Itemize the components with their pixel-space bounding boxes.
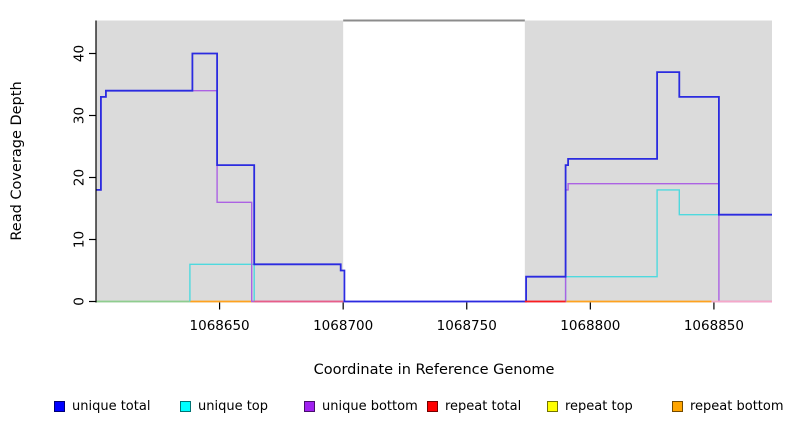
svg-text:1068800: 1068800 [560, 318, 620, 334]
legend: unique total unique top unique bottom re… [0, 399, 792, 425]
legend-label-unique-total: unique total [72, 399, 151, 414]
svg-text:10: 10 [72, 231, 88, 248]
legend-item-repeat-bottom: repeat bottom [672, 399, 784, 414]
legend-item-unique-top: unique top [180, 399, 268, 414]
svg-text:1068700: 1068700 [313, 318, 373, 334]
legend-label-repeat-bottom: repeat bottom [690, 399, 784, 414]
svg-text:1068850: 1068850 [684, 318, 744, 334]
svg-text:1068650: 1068650 [190, 318, 250, 334]
legend-label-unique-top: unique top [198, 399, 269, 414]
legend-swatch-repeat-total [427, 401, 438, 412]
plot-area: 0 10 20 30 40 1068650 1068700 1068750 1068800 106… [72, 19, 772, 334]
legend-swatch-unique-bottom [304, 401, 315, 412]
legend-label-repeat-top: repeat top [565, 399, 633, 414]
legend-swatch-repeat-top [547, 401, 558, 412]
x-axis-label: Coordinate in Reference Genome [313, 362, 555, 378]
legend-swatch-unique-total [54, 401, 65, 412]
legend-item-unique-total: unique total [54, 399, 150, 414]
svg-text:20: 20 [72, 169, 88, 186]
legend-swatch-unique-top [180, 401, 191, 412]
legend-item-repeat-total: repeat total [427, 399, 521, 414]
svg-text:0: 0 [72, 297, 88, 306]
legend-label-repeat-total: repeat total [445, 399, 522, 414]
svg-text:1068750: 1068750 [437, 318, 497, 334]
legend-swatch-repeat-bottom [672, 401, 683, 412]
legend-item-repeat-top: repeat top [547, 399, 633, 414]
legend-label-unique-bottom: unique bottom [322, 399, 418, 414]
legend-item-unique-bottom: unique bottom [304, 399, 418, 414]
y-axis-label: Read Coverage Depth [9, 81, 25, 241]
svg-text:40: 40 [72, 45, 88, 62]
svg-text:30: 30 [72, 107, 88, 124]
